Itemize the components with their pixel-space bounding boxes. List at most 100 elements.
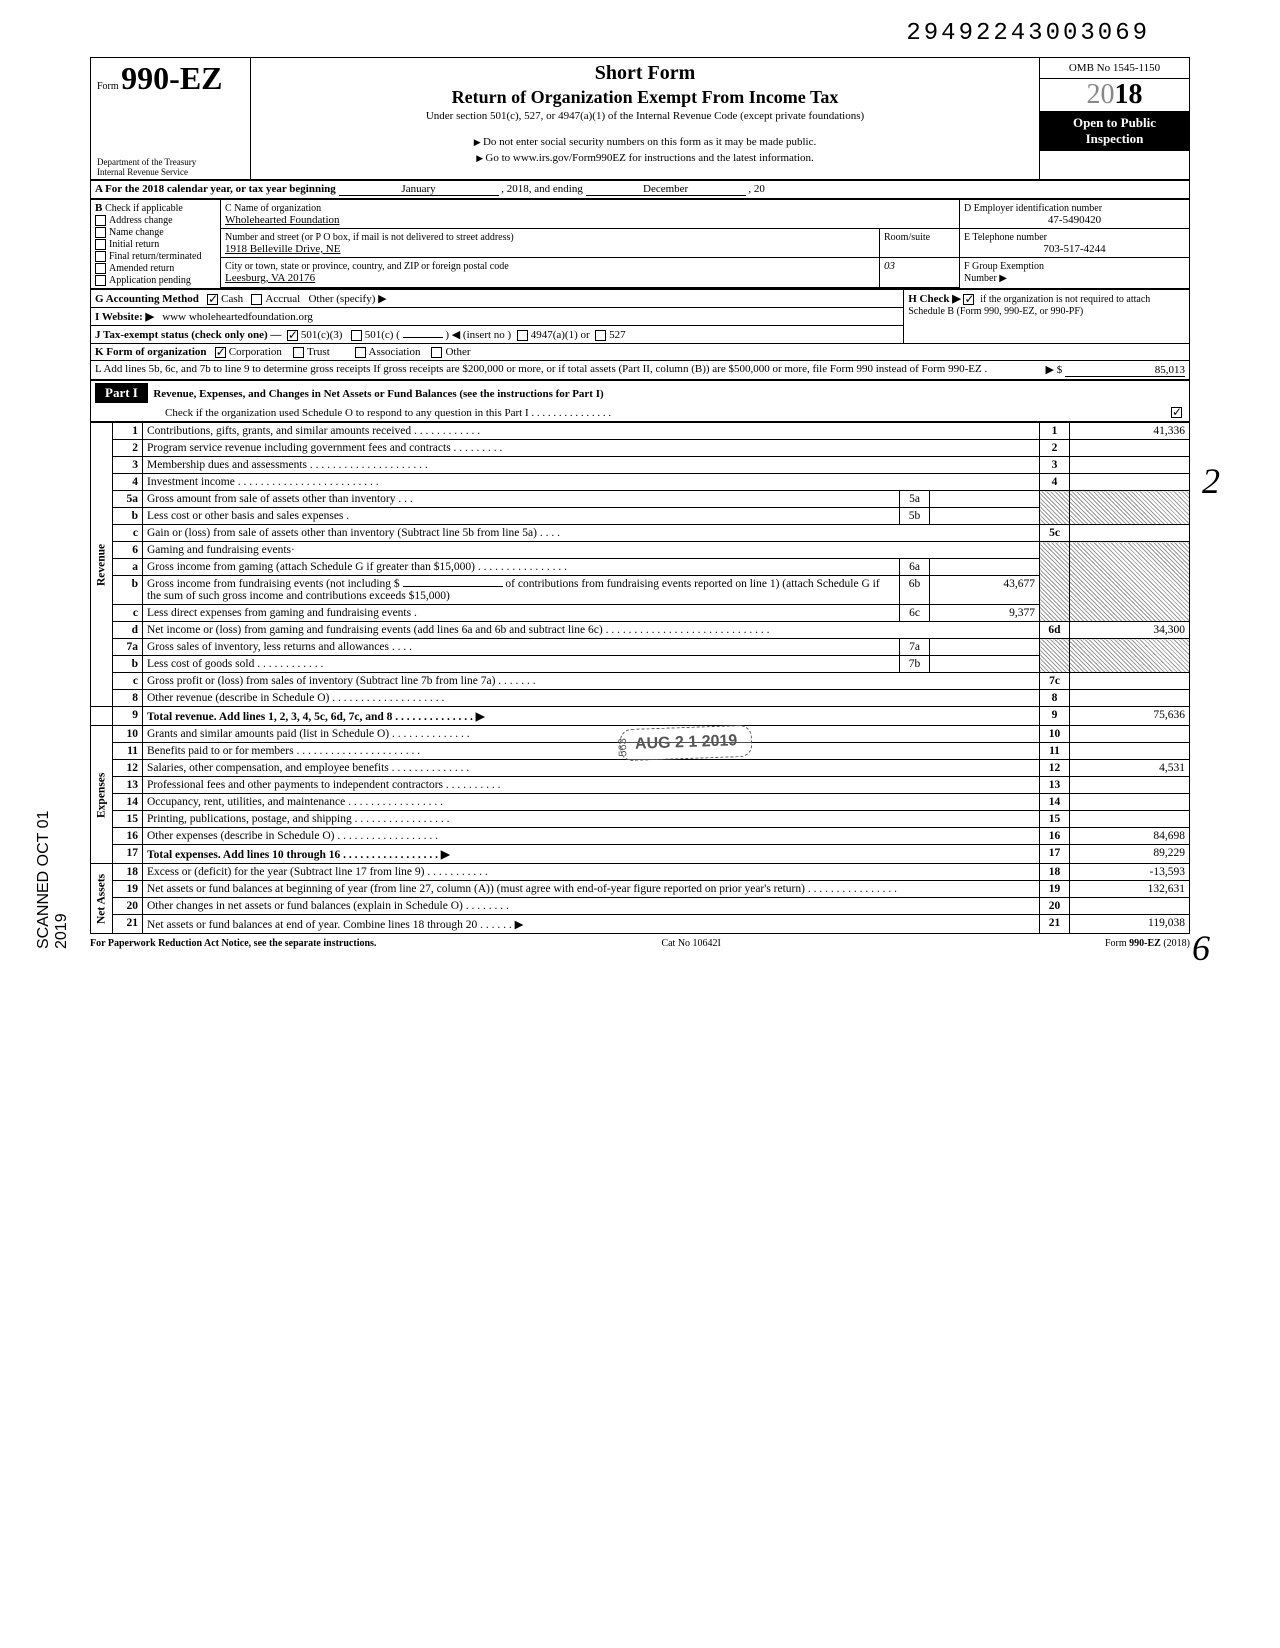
amt-21: 119,038 (1070, 915, 1190, 934)
line-7b: Less cost of goods sold . . . . . . . . … (143, 656, 900, 673)
amt-16: 84,698 (1070, 828, 1190, 845)
line-16: Other expenses (describe in Schedule O) … (143, 828, 1040, 845)
part1-header: Part I Revenue, Expenses, and Changes in… (90, 380, 1190, 422)
label-B: B (95, 202, 102, 214)
line-4: Investment income . . . . . . . . . . . … (143, 474, 1040, 491)
side-revenue: Revenue (91, 423, 113, 707)
cb-initial-return[interactable] (95, 239, 106, 250)
cb-cash[interactable] (207, 294, 218, 305)
cb-4947[interactable] (517, 330, 528, 341)
amt-9: 75,636 (1070, 707, 1190, 726)
line-2: Program service revenue including govern… (143, 440, 1040, 457)
line-9: Total revenue. Add lines 1, 2, 3, 4, 5c,… (147, 711, 485, 723)
line-13: Professional fees and other payments to … (143, 777, 1040, 794)
form-header: Form 990-EZ Department of the TreasuryIn… (90, 57, 1190, 180)
website: www wholeheartedfoundation.org (162, 311, 313, 323)
ein: 47-5490420 (964, 214, 1185, 226)
form-prefix: Form (97, 81, 119, 92)
cb-corp[interactable] (215, 347, 226, 358)
label-K: K Form of organization (95, 346, 207, 358)
scanned-stamp: SCANNED OCT 01 2019 (35, 780, 71, 949)
label-H: H Check ▶ (908, 293, 960, 305)
note-url: Go to www.irs.gov/Form990EZ for instruct… (257, 152, 1033, 164)
cb-no-schedB[interactable] (963, 294, 974, 305)
line-19: Net assets or fund balances at beginning… (143, 881, 1040, 898)
begin-month: January (339, 183, 499, 196)
stamp-date: AUG 2 1 2019 (635, 732, 738, 753)
footer-left: For Paperwork Reduction Act Notice, see … (90, 938, 376, 949)
omb-number: OMB No 1545-1150 (1040, 58, 1189, 79)
ghijk-block: G Accounting Method Cash Accrual Other (… (90, 289, 1190, 380)
side-netassets: Net Assets (91, 864, 113, 934)
cb-app-pending[interactable] (95, 275, 106, 286)
cb-accrual[interactable] (251, 294, 262, 305)
cb-schedO[interactable] (1171, 407, 1182, 418)
cb-final-return[interactable] (95, 251, 106, 262)
cb-assoc[interactable] (355, 347, 366, 358)
footer-cat: Cat No 10642I (661, 938, 720, 949)
line-1: Contributions, gifts, grants, and simila… (143, 423, 1040, 440)
line-20: Other changes in net assets or fund bala… (143, 898, 1040, 915)
cb-amended[interactable] (95, 263, 106, 274)
document-locator-number: 29492243003069 (90, 20, 1190, 47)
handwritten-6: 6 (1192, 927, 1210, 969)
label-room: Room/suite (884, 232, 930, 243)
cb-527[interactable] (595, 330, 606, 341)
line-6d: Net income or (loss) from gaming and fun… (143, 622, 1040, 639)
line-11: Benefits paid to or for members . . . . … (143, 743, 1040, 760)
part1-table: Revenue 1 Contributions, gifts, grants, … (90, 422, 1190, 934)
label-A: A For the 2018 calendar year, or tax yea… (95, 183, 336, 195)
org-name: Wholehearted Foundation (225, 214, 340, 226)
label-F: F Group Exemption (964, 261, 1044, 272)
part1-schedO: Check if the organization used Schedule … (165, 407, 611, 419)
label-G: G Accounting Method (95, 293, 199, 305)
line-3: Membership dues and assessments . . . . … (143, 457, 1040, 474)
line-8: Other revenue (describe in Schedule O) .… (143, 690, 1040, 707)
tax-year: 2018 (1040, 79, 1189, 111)
line-6: Gaming and fundraising events· (143, 542, 1040, 559)
end-month: December (586, 183, 746, 196)
cb-name-change[interactable] (95, 227, 106, 238)
label-D: D Employer identification number (964, 203, 1102, 214)
val-6c: 9,377 (930, 605, 1040, 622)
line-15: Printing, publications, postage, and shi… (143, 811, 1040, 828)
line-6a: Gross income from gaming (attach Schedul… (143, 559, 900, 576)
label-C: C Name of organization (225, 203, 321, 214)
title-return: Return of Organization Exempt From Incom… (257, 87, 1033, 108)
label-city: City or town, state or province, country… (225, 261, 509, 272)
open-to-public: Open to Public Inspection (1040, 111, 1189, 151)
cb-trust[interactable] (293, 347, 304, 358)
form-number: Form 990-EZ (97, 60, 244, 97)
dept-treasury: Department of the TreasuryInternal Reven… (97, 157, 244, 177)
cb-address-change[interactable] (95, 215, 106, 226)
amt-17: 89,229 (1070, 845, 1190, 864)
line-6b: Gross income from fundraising events (no… (143, 576, 900, 605)
part1-badge: Part I (95, 383, 148, 403)
line-5a: Gross amount from sale of assets other t… (143, 491, 900, 508)
room-handwritten: 03 (880, 258, 960, 288)
cb-other-org[interactable] (431, 347, 442, 358)
line-5c: Gain or (loss) from sale of assets other… (143, 525, 1040, 542)
cb-501c[interactable] (351, 330, 362, 341)
val-6b: 43,677 (930, 576, 1040, 605)
label-street: Number and street (or P O box, if mail i… (225, 232, 514, 243)
footer-right: Form 990-EZ (2018) (1105, 938, 1190, 949)
city: Leesburg, VA 20176 (225, 272, 315, 284)
label-I: I Website: ▶ (95, 311, 154, 323)
gross-receipts: 85,013 (1065, 364, 1185, 377)
section-A-row: A For the 2018 calendar year, or tax yea… (90, 180, 1190, 199)
label-J: J Tax-exempt status (check only one) — (95, 329, 281, 341)
line-7c: Gross profit or (loss) from sales of inv… (143, 673, 1040, 690)
line-7a: Gross sales of inventory, less returns a… (143, 639, 900, 656)
line-18: Excess or (deficit) for the year (Subtra… (143, 864, 1040, 881)
line-5b: Less cost or other basis and sales expen… (143, 508, 900, 525)
title-short-form: Short Form (257, 62, 1033, 85)
label-L: L Add lines 5b, 6c, and 7b to line 9 to … (95, 363, 987, 375)
line-17: Total expenses. Add lines 10 through 16 … (147, 849, 450, 861)
amt-18: -13,593 (1070, 864, 1190, 881)
cb-501c3[interactable] (287, 330, 298, 341)
street: 1918 Belleville Drive, NE (225, 243, 340, 255)
side-expenses: Expenses (91, 726, 113, 864)
form-page: SCANNED OCT 01 2019 6 2 29492243003069 F… (90, 20, 1190, 949)
line-6c: Less direct expenses from gaming and fun… (143, 605, 900, 622)
